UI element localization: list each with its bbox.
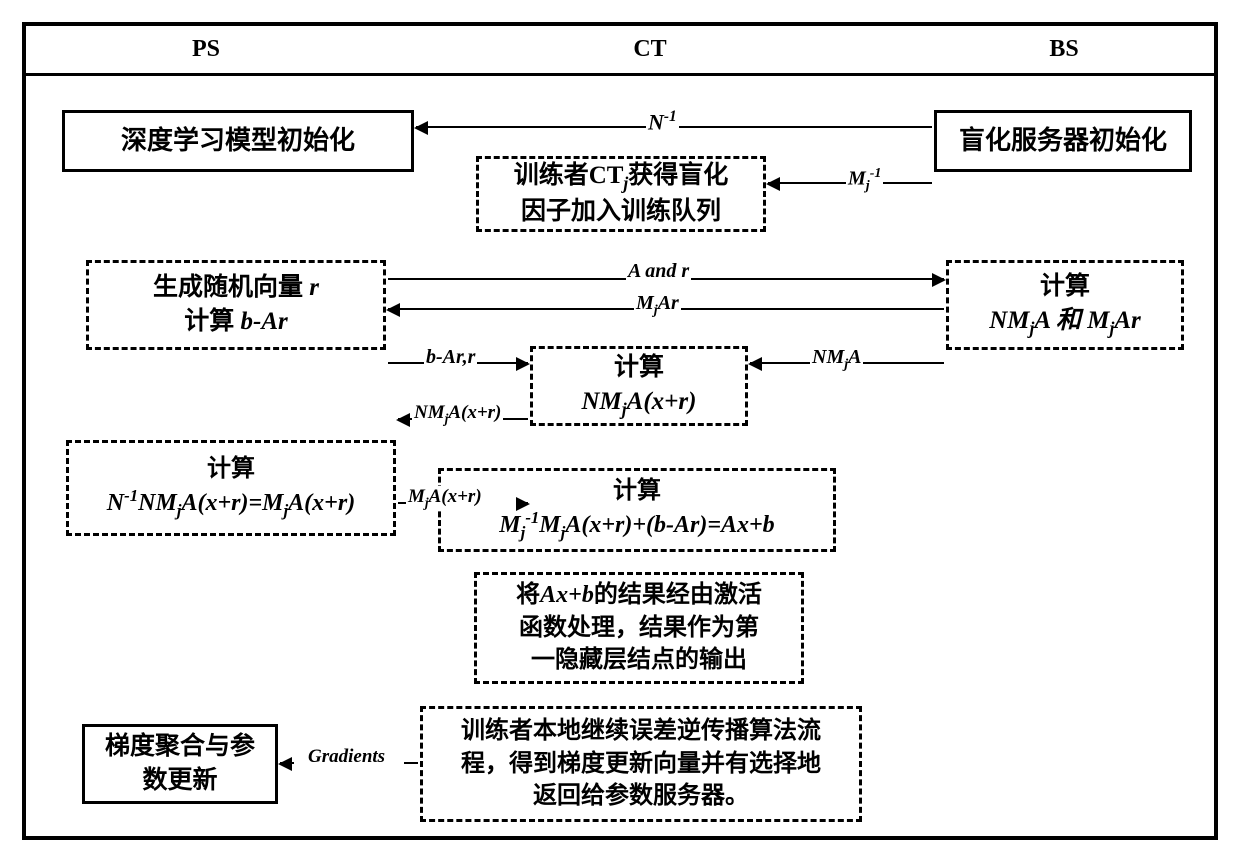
ct-backprop-line2: 程，得到梯度更新向量并有选择地	[461, 748, 821, 780]
bs-calc-expr: NMjA 和 MjAr	[989, 304, 1140, 341]
ct-calc1-expr: NMjA(x+r)	[582, 385, 697, 422]
ps-random-r-box: 生成随机向量 r 计算 b-Ar	[86, 260, 386, 350]
ct-calc2-expr: Mj-1MjA(x+r)+(b-Ar)=Ax+b	[499, 507, 774, 544]
ct-queue-line2: 因子加入训练队列	[521, 195, 721, 229]
arrow-label-gradients: Gradients	[306, 746, 387, 768]
ct-calc2-line1: 计算	[613, 475, 661, 507]
bs-calc-line1: 计算	[1040, 270, 1090, 304]
bs-init-text: 盲化服务器初始化	[959, 123, 1167, 158]
ps-calc2-expr: N-1NMjA(x+r)=MjA(x+r)	[107, 485, 355, 522]
arrow-label-bar-r: b-Ar,r	[424, 346, 477, 369]
ct-activ-line1: 将Ax+b的结果经由激活	[516, 579, 762, 611]
ps-init-text: 深度学习模型初始化	[121, 123, 355, 158]
ps-grad-line2: 数更新	[142, 764, 217, 798]
bs-calc-box: 计算 NMjA 和 MjAr	[946, 260, 1184, 350]
ct-activ-line2: 函数处理，结果作为第	[519, 612, 759, 644]
ct-queue-box: 训练者CTj获得盲化 因子加入训练队列	[476, 156, 766, 232]
header-row: PS CT BS	[26, 26, 1214, 76]
ct-activation-box: 将Ax+b的结果经由激活 函数处理，结果作为第 一隐藏层结点的输出	[474, 572, 804, 684]
ct-calc2-box: 计算 Mj-1MjA(x+r)+(b-Ar)=Ax+b	[438, 468, 836, 552]
bs-init-box: 盲化服务器初始化	[934, 110, 1192, 172]
header-bs: BS	[914, 36, 1214, 63]
ct-backprop-line3: 返回给参数服务器。	[533, 780, 749, 812]
ct-calc1-box: 计算 NMjA(x+r)	[530, 346, 748, 426]
arrow-label-n-inv: N-1	[646, 108, 679, 135]
diagram-frame: PS CT BS 深度学习模型初始化 盲化服务器初始化 训练者CTj获得盲化 因…	[22, 22, 1218, 840]
header-ct: CT	[386, 36, 914, 63]
arrow-label-nmja-xr: NMjA(x+r)	[412, 402, 503, 427]
ps-randr-line1: 生成随机向量 r	[153, 271, 319, 305]
ct-calc1-line1: 计算	[614, 351, 664, 385]
arrow-label-nmja: NMjA	[810, 346, 863, 373]
ct-queue-line1: 训练者CTj获得盲化	[514, 159, 729, 196]
ct-activ-line3: 一隐藏层结点的输出	[531, 644, 747, 676]
header-ps: PS	[26, 36, 386, 63]
arrow-label-mj-inv: Mj-1	[846, 166, 883, 195]
ps-calc2-box: 计算 N-1NMjA(x+r)=MjA(x+r)	[66, 440, 396, 536]
arrow-label-mja-xr: MjA(x+r)	[406, 486, 484, 511]
ct-backprop-box: 训练者本地继续误差逆传播算法流 程，得到梯度更新向量并有选择地 返回给参数服务器…	[420, 706, 862, 822]
arrow-label-mjar: MjAr	[634, 292, 681, 319]
ct-backprop-line1: 训练者本地继续误差逆传播算法流	[461, 715, 821, 747]
ps-gradient-box: 梯度聚合与参 数更新	[82, 724, 278, 804]
arrow-label-a-and-r: A and r	[626, 260, 691, 283]
ps-calc2-line1: 计算	[207, 453, 255, 485]
ps-init-box: 深度学习模型初始化	[62, 110, 414, 172]
ps-grad-line1: 梯度聚合与参	[105, 730, 255, 764]
ps-randr-line2: 计算 b-Ar	[184, 305, 288, 339]
